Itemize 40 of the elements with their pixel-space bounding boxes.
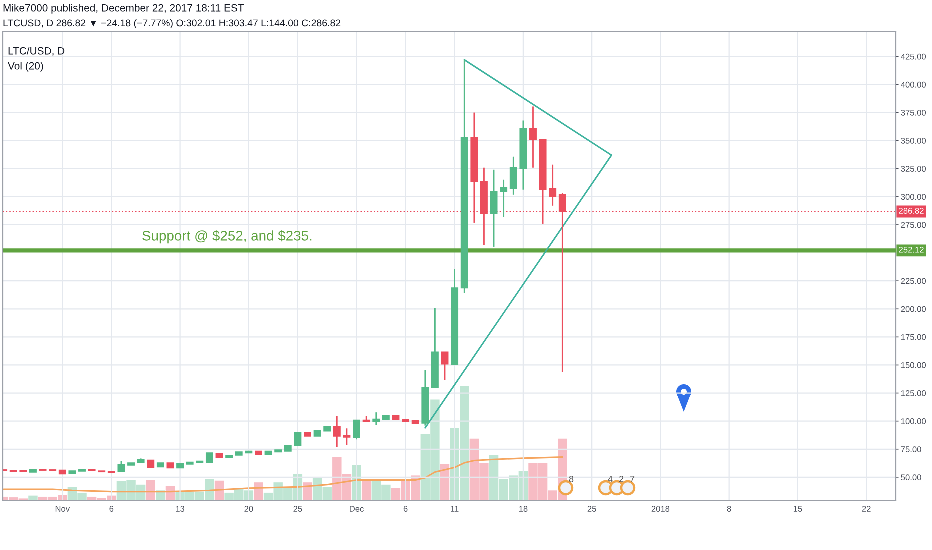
y-tick-label: 300.00 [901,194,926,200]
x-tick-label: 25 [294,506,302,512]
chart-title: Mike7000 published, December 22, 2017 18:11 EST [4,4,244,14]
x-tick-label: 13 [176,506,185,512]
y-tick-label: 275.00 [901,222,926,228]
y-tick-label: 325.00 [901,166,926,172]
x-tick-label: 20 [244,506,254,512]
y-tick-label: 400.00 [901,82,926,88]
x-tick-label: 25 [588,506,596,512]
y-tick-label: 150.00 [901,362,926,368]
annotation: 8 [569,476,574,482]
y-tick-label: 125.00 [901,390,926,396]
y-tick-label: 375.00 [901,110,926,116]
y-tick-label: 350.00 [901,138,926,144]
x-tick-label: Dec [350,506,364,512]
chart-subtitle: LTCUSD, D 286.82 ▼ −24.18 (−7.77%) O:302.01 H:303.47 L:144.00 C:286.82 [4,19,341,29]
x-tick-label: 15 [794,506,802,512]
x-tick-label: 11 [451,506,459,512]
y-tick-label: 75.00 [901,446,922,452]
annotation: 7 [630,476,635,482]
y-tick-label: 100.00 [901,418,926,424]
y-tick-label: 225.00 [901,278,926,284]
y-tick-label: 200.00 [901,306,926,312]
y-tick-label: 175.00 [901,334,926,340]
x-tick-label: Nov [56,506,70,512]
annotation: LTC/USD, D [8,47,65,56]
annotation: 4 [608,476,613,482]
x-tick-label: 22 [862,506,871,512]
annotation: 2 [619,476,624,482]
chart-title: Vol (20) [8,62,44,72]
y-tick-label: 425.00 [901,54,926,60]
x-tick-label: 18 [519,506,528,512]
annotation: Support @ $252, and $235. [142,230,312,244]
y-tick-label: 50.00 [901,474,922,481]
ref-line-label: 286.82 [899,208,924,214]
x-tick-label: 6 [404,506,408,512]
x-tick-label: 8 [727,506,732,512]
ref-line-label: 252.12 [899,246,924,253]
x-tick-label: 6 [110,506,114,512]
x-tick-label: 2018 [652,506,670,512]
